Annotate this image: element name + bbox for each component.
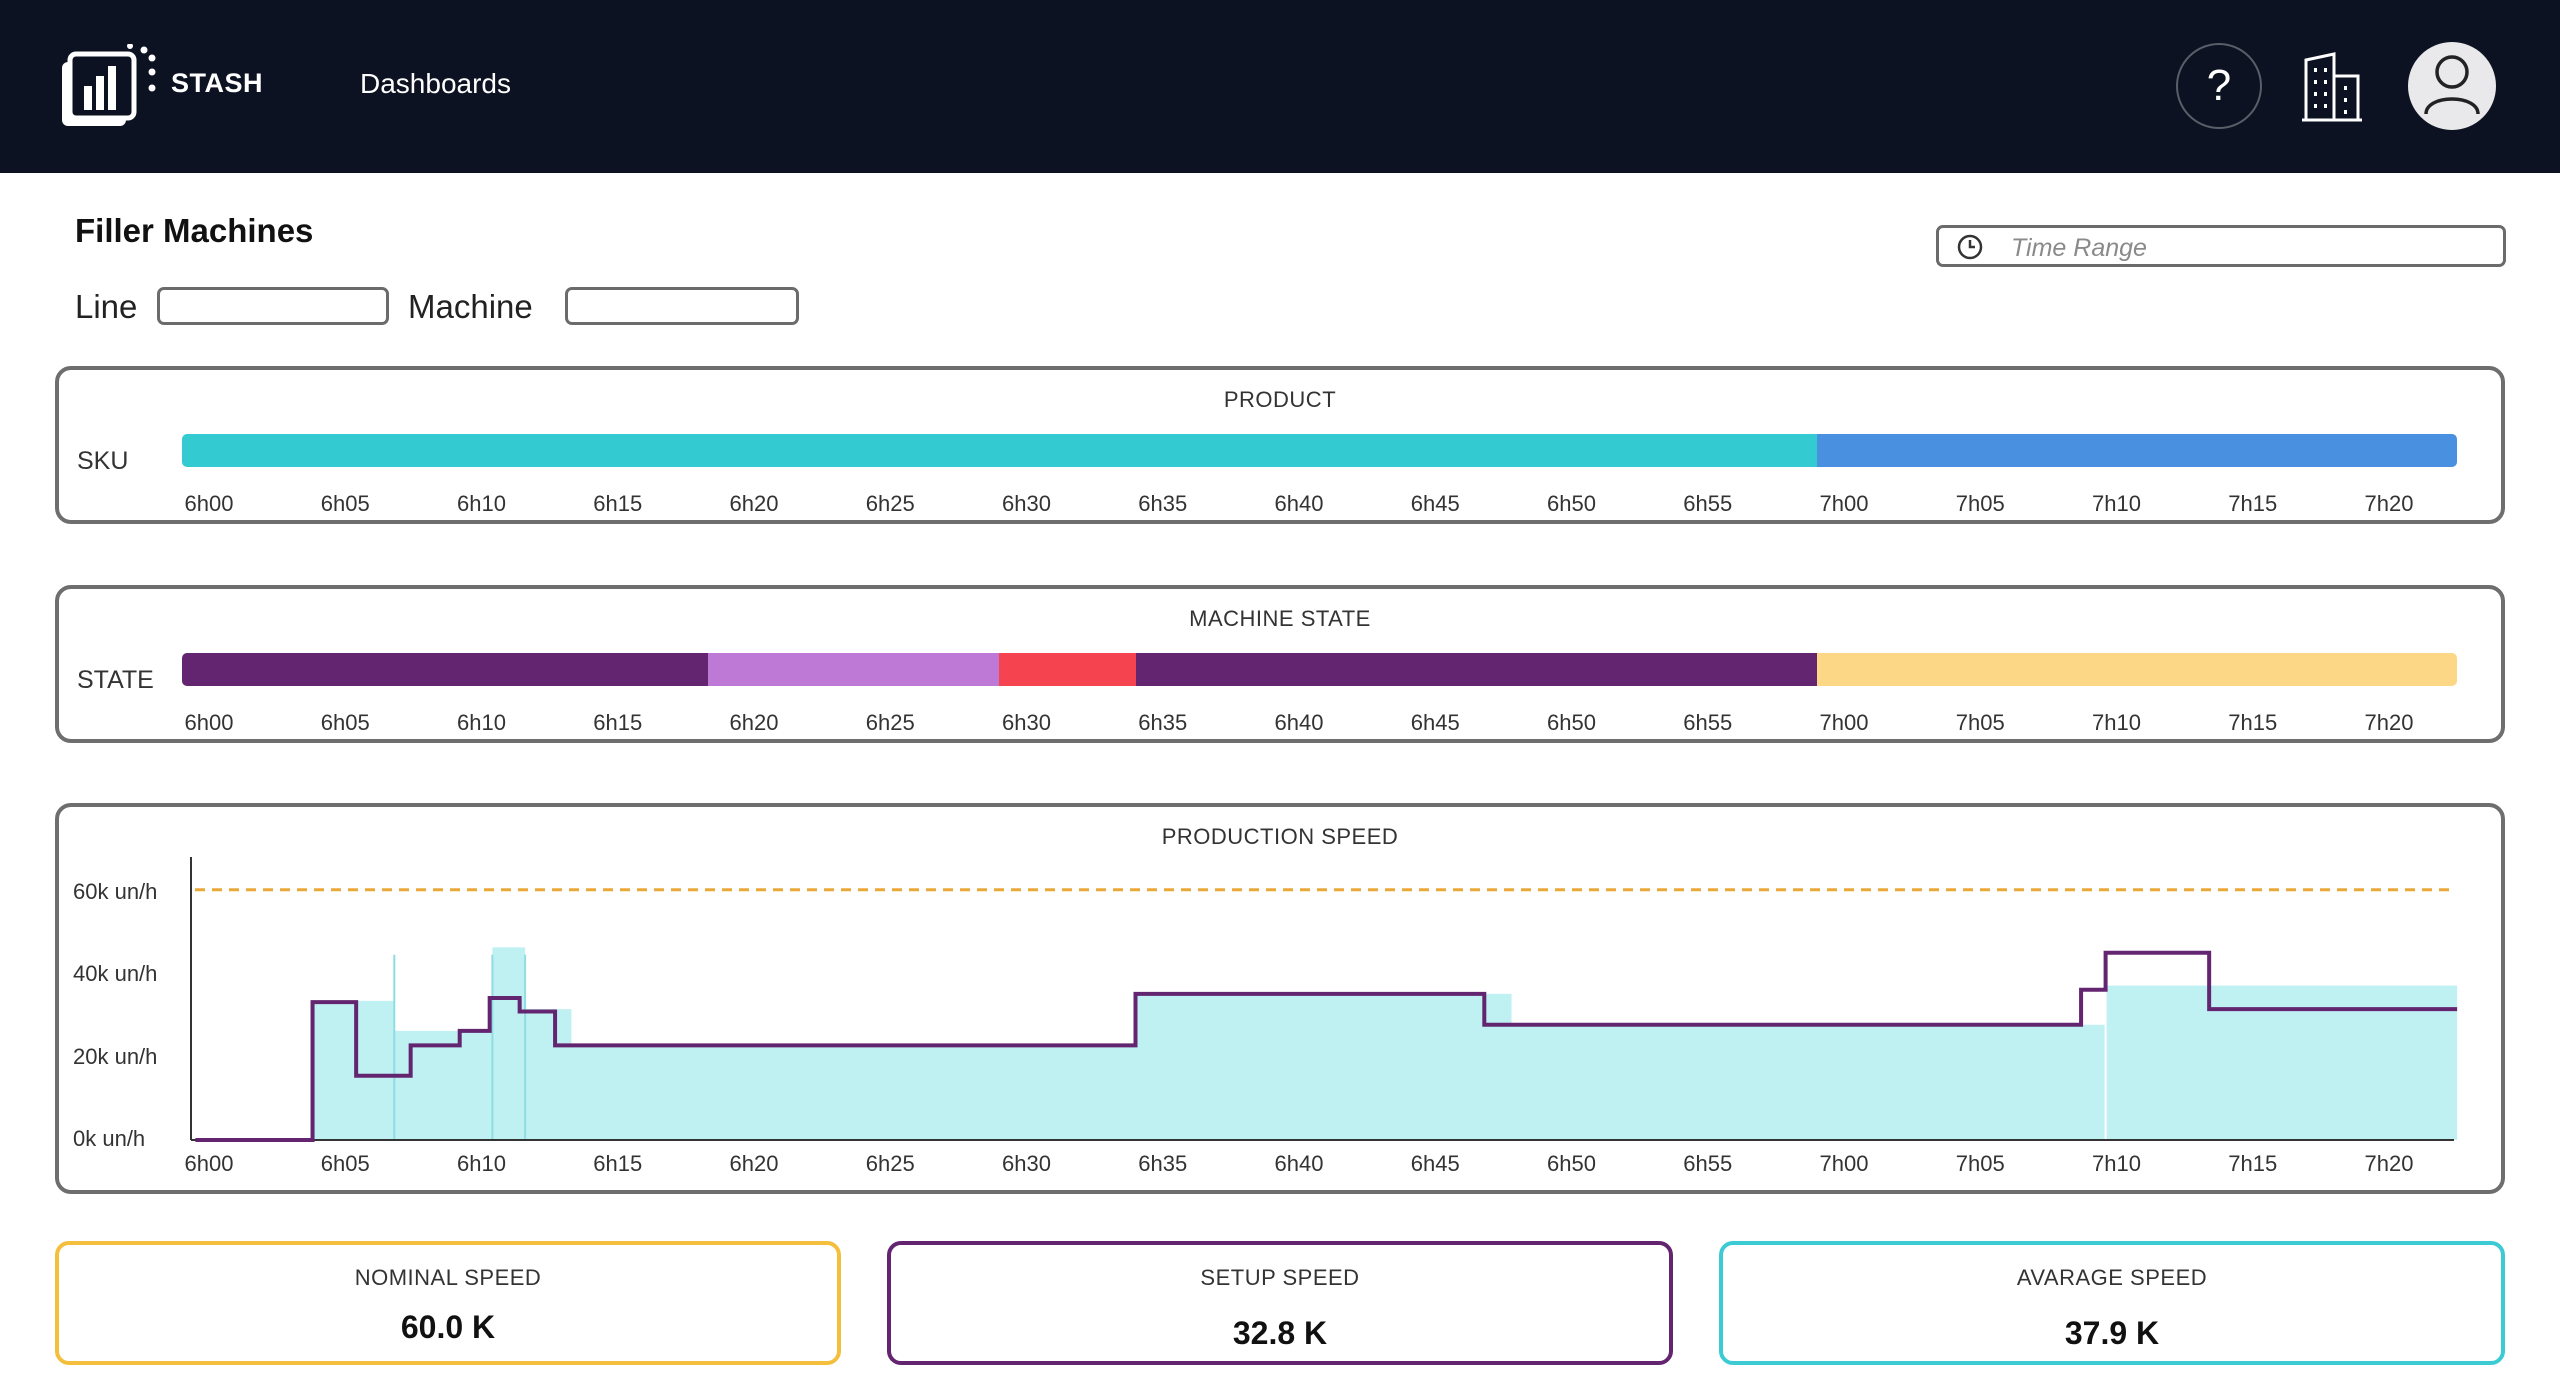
time-tick: 6h55 (1683, 1151, 1733, 1176)
setup-speed-label: SETUP SPEED (1200, 1265, 1360, 1290)
time-tick: 6h30 (1002, 710, 1051, 735)
time-range-placeholder: Time Range (2011, 234, 2147, 262)
setup-speed-value: 32.8 K (1232, 1315, 1328, 1351)
timeline-segment[interactable] (707, 653, 1000, 686)
time-tick: 7h20 (2364, 1151, 2414, 1176)
time-tick: 7h15 (2228, 491, 2278, 516)
time-tick: 7h00 (1819, 491, 1869, 516)
nominal-speed-label: NOMINAL SPEED (354, 1265, 542, 1290)
time-tick: 7h20 (2364, 491, 2414, 516)
time-tick: 6h00 (184, 710, 234, 735)
time-tick: 6h55 (1683, 710, 1733, 735)
speed-y-tick: 0k un/h (73, 1126, 146, 1151)
product-panel: PRODUCT SKU 6h00 6h05 6h10 6h15 6h20 6h25 6h30… (55, 366, 2505, 524)
nav-dashboards-link[interactable]: Dashboards (360, 68, 511, 99)
time-tick: 6h00 (184, 491, 234, 516)
page-title: Filler Machines (75, 212, 314, 249)
time-range-input[interactable]: Time Range (1936, 225, 2506, 267)
speed-y-tick: 40k un/h (73, 961, 158, 987)
time-tick: 6h40 (1274, 710, 1324, 735)
clock-icon (1957, 234, 1983, 260)
timeline-segment[interactable] (1135, 653, 1817, 686)
timeline-segment[interactable] (181, 434, 1817, 467)
time-tick: 6h25 (865, 491, 915, 516)
time-tick: 6h35 (1138, 710, 1188, 735)
time-tick: 6h45 (1410, 491, 1460, 516)
setup-speed-card: SETUP SPEED 32.8 K (887, 1241, 1673, 1365)
average-speed-label: AVARAGE SPEED (2016, 1265, 2208, 1290)
product-panel-title: PRODUCT (1223, 387, 1337, 412)
production-speed-chart (190, 857, 2458, 1142)
time-tick: 6h50 (1547, 710, 1596, 735)
time-tick: 6h45 (1410, 1151, 1460, 1176)
time-tick: 6h35 (1138, 491, 1188, 516)
time-tick: 7h10 (2092, 1151, 2141, 1176)
speed-area-series (312, 947, 2458, 1140)
time-tick: 6h15 (593, 710, 643, 735)
time-tick: 7h20 (2364, 710, 2414, 735)
speed-y-tick: 60k un/h (73, 879, 158, 904)
nominal-speed-card: NOMINAL SPEED 60.0 K (55, 1241, 841, 1365)
time-tick: 6h05 (320, 1151, 370, 1176)
time-tick: 6h10 (457, 710, 506, 735)
time-tick: 7h05 (1955, 1151, 2005, 1176)
time-tick: 7h00 (1819, 1151, 1869, 1176)
time-tick: 6h15 (593, 1151, 643, 1176)
time-tick: 6h20 (729, 1151, 779, 1176)
time-tick: 7h15 (2228, 710, 2278, 735)
time-tick: 7h10 (2092, 710, 2141, 735)
machine-label: Machine (408, 288, 533, 325)
time-tick: 6h25 (865, 710, 915, 735)
time-tick: 6h05 (320, 491, 370, 516)
time-tick: 7h05 (1955, 710, 2005, 735)
time-tick: 6h05 (320, 710, 370, 735)
time-tick: 7h00 (1819, 710, 1869, 735)
time-tick: 6h35 (1138, 1151, 1188, 1176)
state-row-label: STATE (77, 666, 154, 694)
time-tick: 6h10 (457, 491, 506, 516)
timeline-segment[interactable] (1816, 434, 2458, 467)
help-button[interactable]: ? (2176, 43, 2262, 129)
speed-y-tick: 20k un/h (73, 1043, 158, 1069)
time-tick: 7h10 (2092, 491, 2141, 516)
time-tick: 6h10 (457, 1151, 506, 1176)
average-speed-value: 37.9 K (2064, 1315, 2160, 1351)
brand-name: STASH (171, 68, 264, 98)
time-tick: 6h15 (593, 491, 643, 516)
time-tick: 7h05 (1955, 491, 2005, 516)
time-tick: 6h00 (184, 1151, 234, 1176)
timeline-segment[interactable] (999, 653, 1136, 686)
time-tick: 7h15 (2228, 1151, 2278, 1176)
help-icon: ? (2206, 61, 2232, 110)
time-tick: 6h30 (1002, 491, 1051, 516)
time-tick: 6h55 (1683, 491, 1733, 516)
stash-logo-icon[interactable] (62, 44, 158, 132)
time-tick: 6h50 (1547, 491, 1596, 516)
time-tick: 6h20 (729, 710, 779, 735)
line-input[interactable] (157, 287, 389, 325)
time-tick: 6h50 (1547, 1151, 1596, 1176)
production-speed-panel-title: PRODUCTION SPEED (1161, 824, 1399, 849)
nominal-speed-value: 60.0 K (400, 1309, 496, 1345)
machine-state-panel-title: MACHINE STATE (1189, 606, 1371, 631)
building-icon[interactable] (2300, 52, 2364, 122)
user-avatar-icon (2424, 55, 2480, 115)
time-tick: 6h25 (865, 1151, 915, 1176)
time-tick: 6h30 (1002, 1151, 1051, 1176)
timeline-segment[interactable] (1816, 653, 2458, 686)
user-avatar-button[interactable] (2408, 42, 2496, 130)
production-speed-panel: PRODUCTION SPEED 60k un/h 40k un/h 20k un/… (55, 803, 2505, 1194)
line-label: Line (75, 288, 138, 325)
average-speed-card: AVARAGE SPEED 37.9 K (1719, 1241, 2505, 1365)
speed-step-series (195, 950, 2458, 1142)
machine-input[interactable] (565, 287, 799, 325)
machine-state-panel: MACHINE STATE STATE 6h00 6h05 6h10 6h15 6h20… (55, 585, 2505, 743)
top-bar: STASH Dashboards ? (0, 0, 2560, 173)
timeline-segment[interactable] (181, 653, 708, 686)
time-tick: 6h40 (1274, 491, 1324, 516)
time-tick: 6h40 (1274, 1151, 1324, 1176)
time-tick: 6h20 (729, 491, 779, 516)
time-tick: 6h45 (1410, 710, 1460, 735)
sku-row-label: SKU (77, 447, 129, 475)
